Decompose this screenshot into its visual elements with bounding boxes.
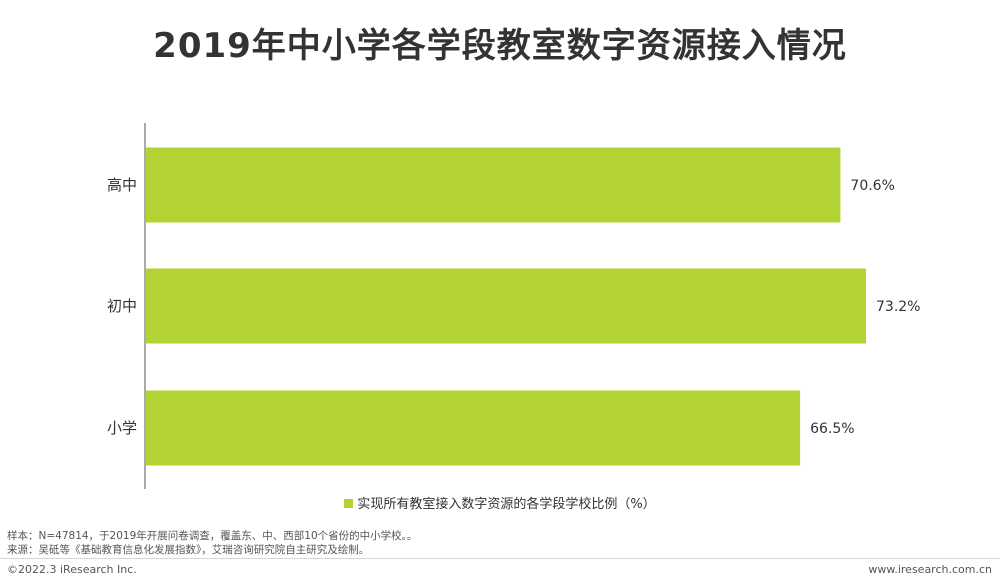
bar-1 xyxy=(146,268,866,344)
bars-group: 高中 70.6% 初中 73.2% 小学 66.5% xyxy=(107,147,920,466)
legend-swatch xyxy=(344,499,354,508)
category-label-0: 高中 xyxy=(107,176,137,194)
chart-title: 2019年中小学各学段教室数字资源接入情况 xyxy=(153,26,847,66)
footer-divider xyxy=(0,558,1000,559)
value-label-0: 70.6% xyxy=(850,178,894,194)
category-label-2: 小学 xyxy=(107,419,137,437)
website-text: www.iresearch.com.cn xyxy=(868,563,992,576)
sample-note: 样本：N=47814，于2019年开展问卷调查，覆盖东、中、西部10个省份的中小… xyxy=(7,530,418,542)
source-note: 来源：吴砥等《基础教育信息化发展指数》，艾瑞咨询研究院自主研究及绘制。 xyxy=(7,544,370,556)
bar-0 xyxy=(146,147,841,223)
category-label-1: 初中 xyxy=(107,297,137,315)
value-label-1: 73.2% xyxy=(876,299,920,315)
legend: 实现所有教室接入数字资源的各学段学校比例（%） xyxy=(0,493,1000,512)
bar-2 xyxy=(146,390,801,466)
value-label-2: 66.5% xyxy=(810,421,854,437)
copyright-text: ©2022.3 iResearch Inc. xyxy=(7,563,137,576)
legend-label: 实现所有教室接入数字资源的各学段学校比例（%） xyxy=(357,497,656,512)
